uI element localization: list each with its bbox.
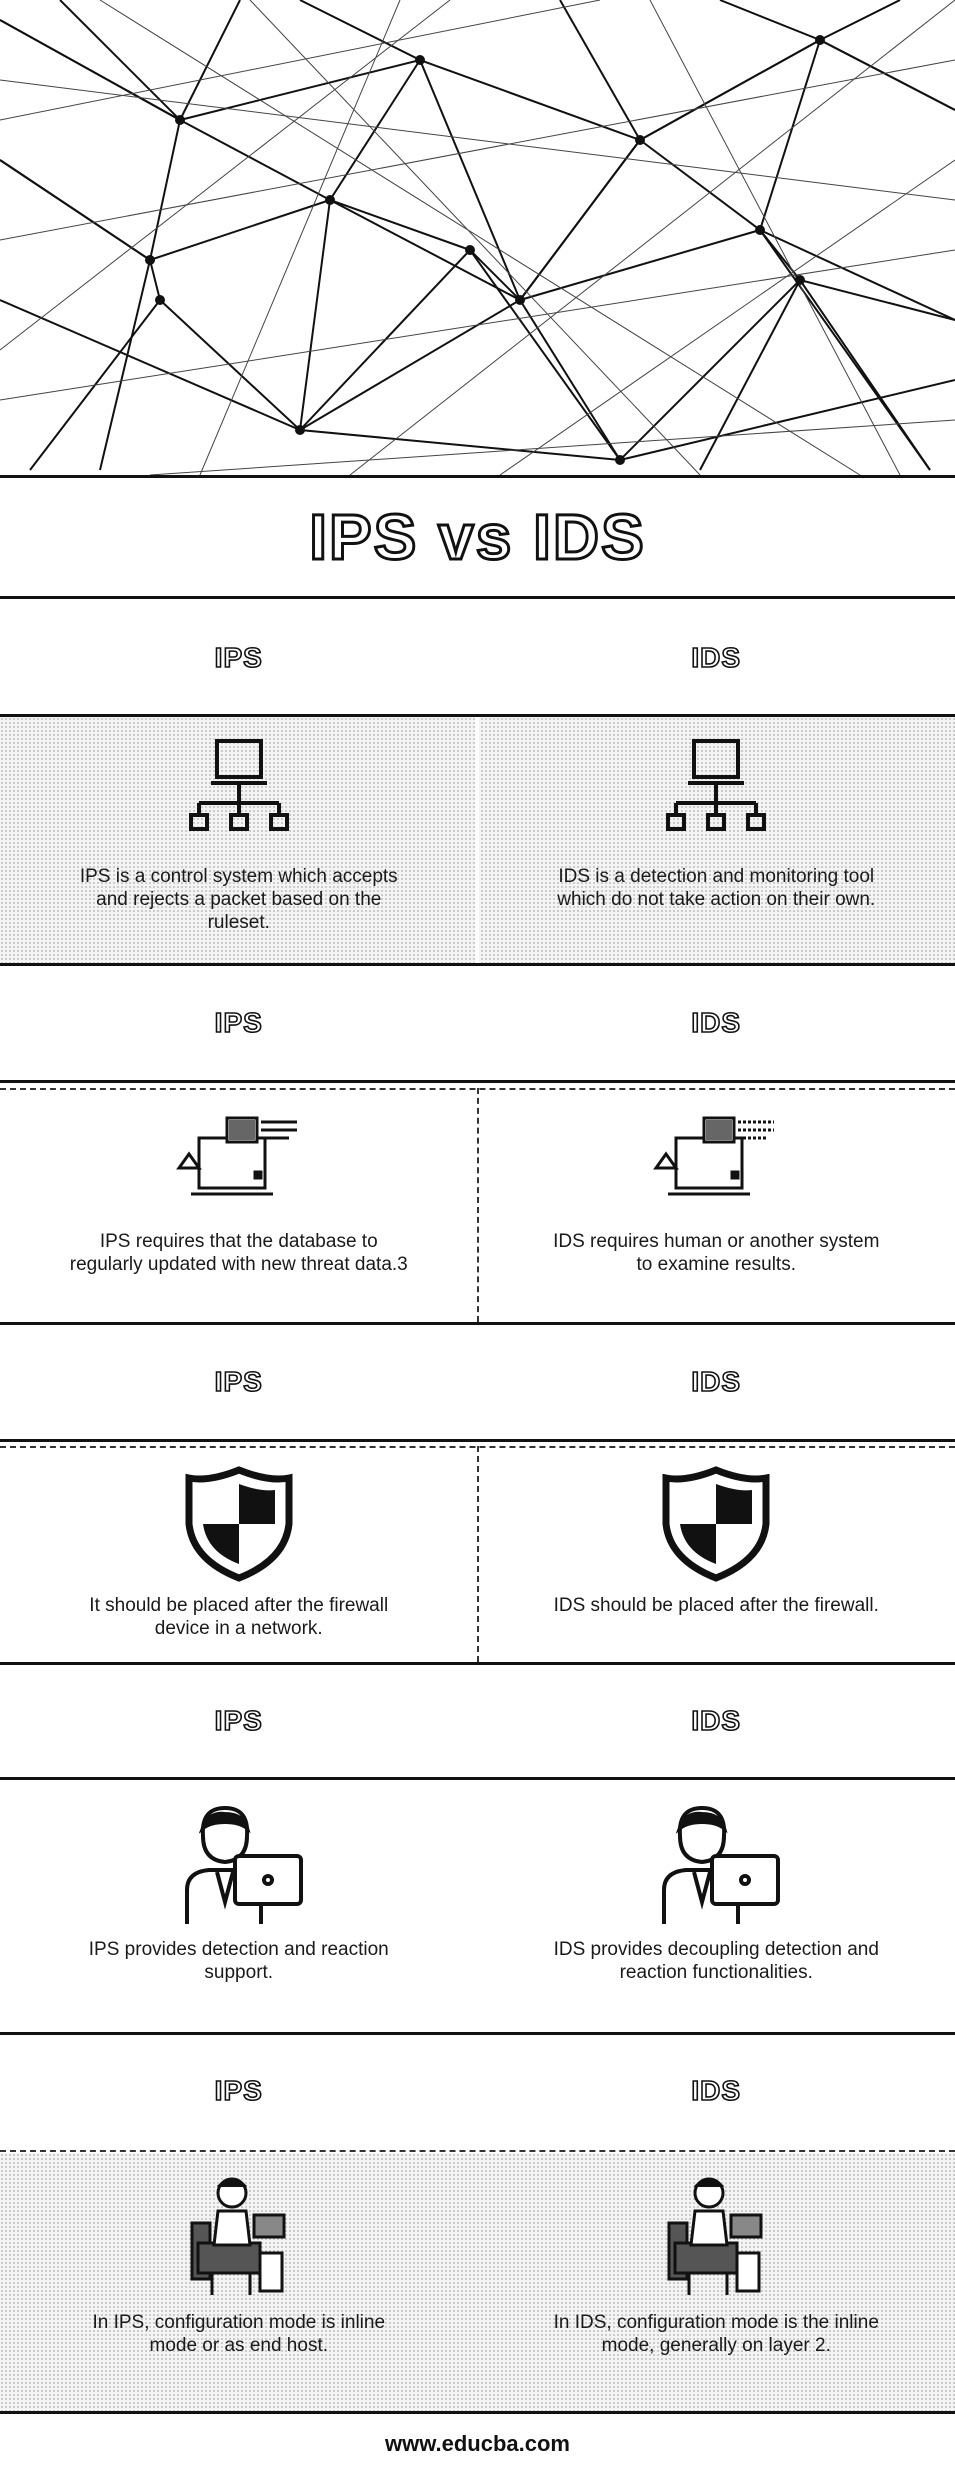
ids-panel: IDS is a detection and monitoring tool w… [478,717,955,963]
comparison-row-2: IPS requires that the database to regula… [0,1092,955,1322]
row-separator [0,2411,955,2414]
row-separator [0,963,955,966]
network-mesh-graphic [0,0,955,475]
ips-heading: IPS [214,1704,263,1737]
row-separator [0,714,955,717]
network-computer-icon [188,739,289,831]
ips-heading: IPS [214,1006,263,1039]
ids-description: IDS provides decoupling detection and re… [553,1939,879,1983]
column-divider-dashed [477,1446,479,1662]
ips-description: IPS provides detection and reaction supp… [88,1939,389,1983]
monitor-alert-icon [175,1116,297,1196]
ids-heading: IDS [691,641,742,674]
hero-network-illustration [0,0,955,478]
ips-panel: It should be placed after the firewall d… [0,1450,478,1662]
ids-panel: IDS requires human or another system to … [478,1092,955,1322]
heading-row-2: IPS IDS [0,966,955,1080]
row-separator-dashed [0,2150,955,2152]
person-chair-icon [190,2177,286,2295]
ids-heading: IDS [691,1704,742,1737]
ips-panel: In IPS, configuration mode is inline mod… [0,2153,478,2411]
column-divider-dashed [477,1088,479,1322]
ips-heading: IPS [214,641,263,674]
ips-description: IPS is a control system which accepts an… [79,866,398,933]
ids-description: In IDS, configuration mode is the inline… [553,2312,879,2356]
row-separator [0,2032,955,2035]
row-separator [0,1662,955,1665]
comparison-row-4: IPS provides detection and reaction supp… [0,1780,955,2032]
column-divider [475,717,479,963]
ips-description: IPS requires that the database to regula… [69,1231,408,1275]
heading-row-4: IPS IDS [0,1665,955,1777]
heading-row-3: IPS IDS [0,1325,955,1439]
person-chair-icon [667,2177,763,2295]
person-laptop-icon [184,1805,303,1924]
ids-heading: IDS [691,1365,742,1398]
heading-row-5: IPS IDS [0,2035,955,2147]
ips-heading: IPS [214,2074,263,2107]
ids-panel: IDS should be placed after the firewall. [478,1450,955,1662]
footer-website: www.educba.com [384,2430,570,2456]
ids-description: IDS requires human or another system to … [553,1231,880,1275]
monitor-alert-icon [653,1116,775,1196]
ids-description: IDS should be placed after the firewall. [553,1595,879,1616]
ips-panel: IPS provides detection and reaction supp… [0,1780,478,2032]
ips-panel: IPS is a control system which accepts an… [0,717,478,963]
row-separator [0,1080,955,1083]
shield-icon [662,1466,770,1582]
shield-icon [185,1466,293,1582]
row-separator [0,1439,955,1442]
ids-panel: In IDS, configuration mode is the inline… [478,2153,955,2411]
ips-heading: IPS [214,1365,263,1398]
row-separator [0,1322,955,1325]
page-title: IPS vs IDS [308,500,646,575]
ids-panel: IDS provides decoupling detection and re… [478,1780,955,2032]
comparison-row-3: It should be placed after the firewall d… [0,1450,955,1662]
title-band: IPS vs IDS [0,478,955,599]
ips-description: In IPS, configuration mode is inline mod… [92,2312,386,2356]
ips-panel: IPS requires that the database to regula… [0,1092,478,1322]
person-laptop-icon [662,1805,781,1924]
ids-description: IDS is a detection and monitoring tool w… [557,866,876,910]
comparison-row-5: In IPS, configuration mode is inline mod… [0,2153,955,2411]
ids-heading: IDS [691,1006,742,1039]
network-computer-icon [666,739,767,831]
row-separator [0,1777,955,1780]
ids-heading: IDS [691,2074,742,2107]
ips-description: It should be placed after the firewall d… [89,1595,389,1639]
heading-row-1: IPS IDS [0,602,955,714]
